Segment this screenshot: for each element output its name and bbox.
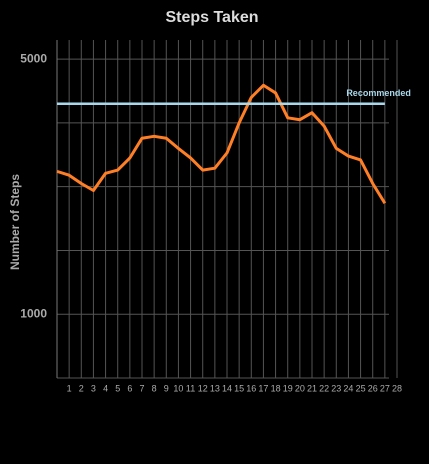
chart-title: Steps Taken (165, 9, 258, 26)
x-tick-label: 12 (198, 383, 208, 393)
x-tick-label: 18 (271, 383, 281, 393)
legend-label: Recommended (346, 88, 411, 98)
y-tick-label: 5000 (20, 51, 47, 65)
x-tick-label: 28 (392, 383, 402, 393)
x-tick-label: 14 (222, 383, 232, 393)
x-tick-label: 8 (152, 383, 157, 393)
x-tick-label: 9 (164, 383, 169, 393)
y-tick-label: 1000 (20, 306, 47, 320)
x-tick-label: 10 (173, 383, 183, 393)
x-tick-label: 25 (356, 383, 366, 393)
x-tick-label: 17 (258, 383, 268, 393)
x-tick-label: 13 (210, 383, 220, 393)
x-tick-label: 22 (319, 383, 329, 393)
x-tick-label: 2 (79, 383, 84, 393)
y-axis-label: Number of Steps (8, 174, 22, 270)
x-tick-label: 23 (331, 383, 341, 393)
x-tick-label: 7 (139, 383, 144, 393)
x-tick-label: 27 (380, 383, 390, 393)
x-tick-label: 4 (103, 383, 108, 393)
x-tick-label: 19 (283, 383, 293, 393)
data-line (56, 83, 387, 205)
x-tick-label: 24 (343, 383, 353, 393)
x-tick-label: 21 (307, 383, 317, 393)
x-tick-label: 15 (234, 383, 244, 393)
x-tick-label: 20 (295, 383, 305, 393)
x-tick-label: 16 (246, 383, 256, 393)
x-tick-label: 6 (127, 383, 132, 393)
x-tick-label: 3 (91, 383, 96, 393)
x-tick-label: 26 (368, 383, 378, 393)
x-tick-label: 5 (115, 383, 120, 393)
x-tick-label: 1 (67, 383, 72, 393)
x-tick-label: 11 (186, 383, 195, 393)
